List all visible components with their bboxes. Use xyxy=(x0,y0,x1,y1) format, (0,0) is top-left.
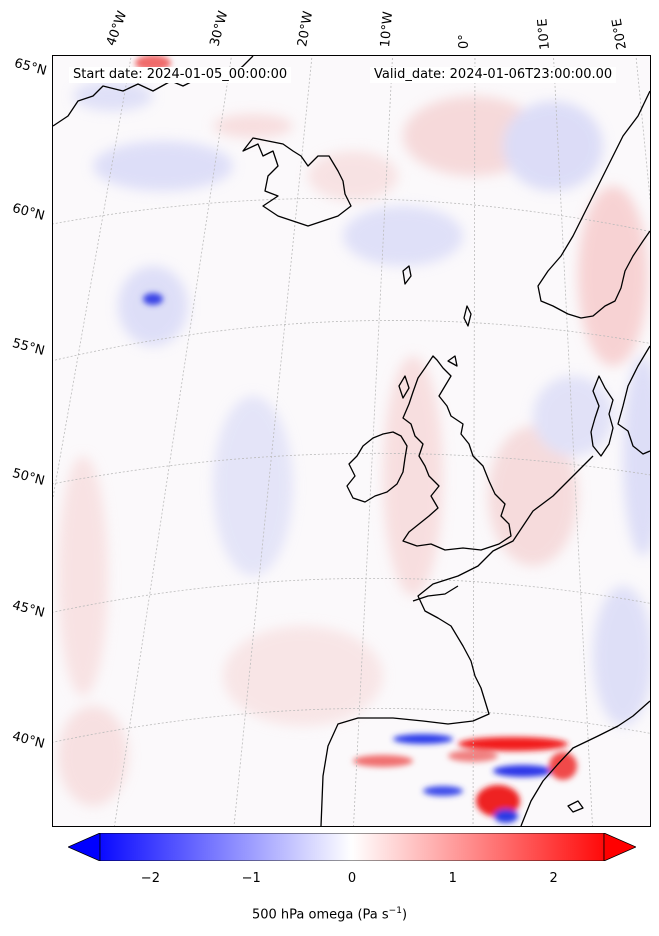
orkney xyxy=(447,355,458,367)
lon-label-20w: 20°W xyxy=(295,10,317,49)
colorbar-high-extend xyxy=(603,833,636,861)
map-panel xyxy=(52,55,651,827)
coastlines xyxy=(53,56,650,826)
norway-coast xyxy=(537,90,650,319)
colorbar-low-extend xyxy=(68,833,101,861)
lat-label-45n: 45°N xyxy=(10,598,47,621)
lon-label-10w: 10°W xyxy=(378,10,397,48)
colorbar-label-close: ) xyxy=(401,907,408,923)
shetland xyxy=(463,305,472,327)
lon-label-10e: 10°E xyxy=(535,17,553,51)
britain-coast xyxy=(402,355,512,551)
omega-field xyxy=(58,56,650,823)
sweden-coast xyxy=(617,345,650,455)
lat-label-40n: 40°N xyxy=(10,729,47,752)
colorbar xyxy=(68,833,636,861)
lat-label-55n: 55°N xyxy=(10,336,47,359)
lon-label-0: 0° xyxy=(457,34,472,49)
denmark-coast xyxy=(590,375,614,457)
colorbar-tick-label: 2 xyxy=(549,871,558,886)
hebrides xyxy=(398,375,410,399)
valid-date-label: Valid_date: 2024-01-06T23:00:00.00 xyxy=(370,67,617,83)
map-canvas xyxy=(53,56,650,826)
colorbar-tick-label: 0 xyxy=(347,871,357,886)
iceland-coast xyxy=(242,137,352,227)
ireland-coast xyxy=(346,431,408,503)
colorbar-tick-label: −2 xyxy=(140,871,160,886)
colorbar-label: 500 hPa omega (Pa s−1) xyxy=(0,906,659,922)
france-north xyxy=(412,585,459,602)
colorbar-label-exponent: −1 xyxy=(388,906,402,916)
colorbar-tick-label: 1 xyxy=(448,871,457,886)
colorbar-gradient xyxy=(99,833,605,861)
lon-label-40w: 40°W xyxy=(103,9,131,48)
colorbar-label-text: 500 hPa omega (Pa s xyxy=(251,907,389,923)
lon-label-30w: 30°W xyxy=(207,9,232,48)
iberia-med-coast xyxy=(520,700,650,826)
balearics xyxy=(567,800,584,813)
lon-label-20e: 20°E xyxy=(609,17,630,51)
colorbar-tick-label: −1 xyxy=(241,871,261,886)
graticule xyxy=(53,56,650,826)
lat-label-65n: 65°N xyxy=(12,56,49,79)
lat-label-60n: 60°N xyxy=(10,201,47,224)
faroes xyxy=(402,265,412,285)
lat-label-50n: 50°N xyxy=(10,466,47,489)
continent-coast xyxy=(320,455,594,826)
start-date-label: Start date: 2024-01-05_00:00:00 xyxy=(69,67,292,83)
